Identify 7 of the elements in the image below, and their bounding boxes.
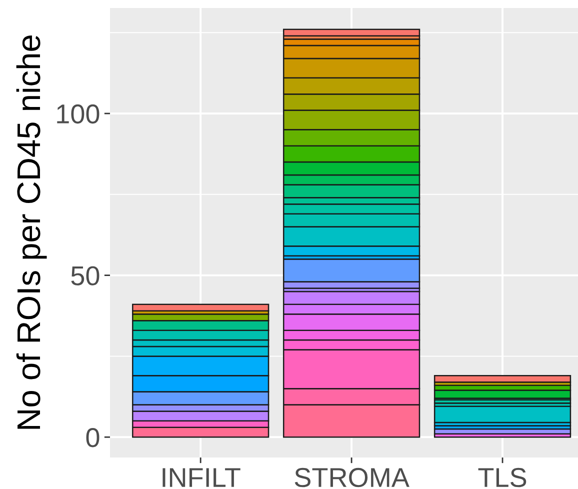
x-tick-label: STROMA bbox=[294, 468, 410, 488]
y-tick-label: 100 bbox=[57, 104, 100, 124]
x-tick-label: TLS bbox=[478, 468, 526, 488]
x-tick-label: INFILT bbox=[162, 468, 240, 487]
y-tick-label: 0 bbox=[86, 428, 100, 448]
y-axis-title: No of ROIs per CD45 niche bbox=[16, 36, 47, 429]
y-tick-label: 50 bbox=[71, 266, 100, 286]
